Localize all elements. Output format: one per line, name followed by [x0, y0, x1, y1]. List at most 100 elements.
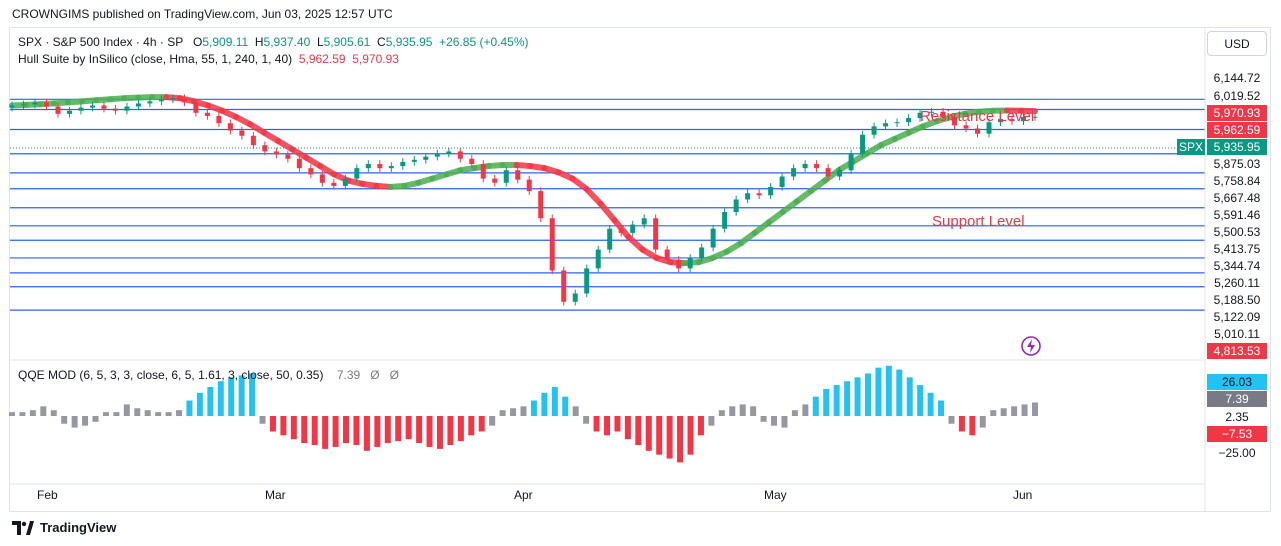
- legend-o-value: 5,909.11: [202, 35, 249, 49]
- qqe-bar: [426, 416, 433, 447]
- price-label: 5,413.75: [1207, 241, 1267, 257]
- candle-body: [515, 170, 521, 180]
- main-legend[interactable]: SPX · S&P 500 Index · 4h · SP O5,909.11 …: [18, 35, 529, 49]
- candle-body: [860, 134, 866, 154]
- qqe-bar: [666, 416, 673, 459]
- price-label: 5,188.50: [1207, 292, 1267, 308]
- qqe-bar: [718, 410, 725, 416]
- month-tick-apr: Apr: [514, 488, 533, 502]
- candle-body: [239, 130, 245, 136]
- candle-body: [296, 158, 302, 169]
- price-label: 5,010.11: [1207, 326, 1267, 342]
- price-label: 5,591.46: [1207, 207, 1267, 223]
- candle-body: [894, 122, 900, 124]
- qqe-bar: [123, 404, 130, 416]
- candle-body: [549, 218, 555, 271]
- qqe-bar: [196, 392, 203, 416]
- qqe-bar: [301, 416, 308, 444]
- qqe-bar: [864, 373, 871, 416]
- qqe-bar: [875, 367, 882, 416]
- hull-value-1: 5,962.59: [298, 52, 346, 66]
- qqe-bar: [906, 377, 913, 416]
- qqe-bar: [750, 406, 757, 416]
- qqe-axis-label: 2.35: [1207, 409, 1267, 425]
- chart-frame: [9, 27, 1271, 512]
- candle-body: [43, 102, 49, 107]
- candle-body: [147, 101, 153, 104]
- candle-body: [975, 128, 981, 134]
- qqe-bar: [40, 406, 47, 416]
- candle-body: [262, 145, 268, 152]
- candle-body: [365, 163, 371, 169]
- qqe-bar: [249, 373, 256, 416]
- qqe-axis-label: 7.39: [1207, 391, 1267, 407]
- qqe-axis-label: 26.03: [1207, 374, 1267, 390]
- candle-body: [883, 123, 889, 127]
- qqe-bar: [729, 406, 736, 416]
- resistance-annotation: Resistance Level: [920, 108, 1035, 125]
- candle-body: [446, 151, 452, 154]
- price-label: 5,875.03: [1207, 156, 1267, 172]
- qqe-bar: [228, 377, 235, 416]
- qqe-bar: [353, 416, 360, 445]
- qqe-bar: [489, 416, 496, 426]
- candle-body: [814, 163, 820, 169]
- qqe-bar: [102, 412, 109, 416]
- legend-h-value: 5,937.40: [263, 35, 311, 49]
- qqe-bar: [290, 416, 297, 440]
- price-label: 5,500.53: [1207, 224, 1267, 240]
- candle-body: [929, 111, 935, 113]
- month-tick-jun: Jun: [1013, 488, 1033, 502]
- candle-body: [158, 99, 164, 102]
- qqe-bar: [29, 410, 36, 416]
- candle-body: [664, 249, 670, 261]
- currency-selector[interactable]: USD: [1207, 31, 1267, 56]
- candle-body: [1032, 116, 1038, 118]
- qqe-bar: [395, 416, 402, 442]
- price-label: 5,970.93: [1207, 105, 1267, 121]
- hull-legend[interactable]: Hull Suite by InSilico (close, Hma, 55, …: [18, 52, 399, 66]
- qqe-bar: [896, 369, 903, 416]
- qqe-bar: [311, 416, 318, 445]
- month-tick-feb: Feb: [37, 488, 58, 502]
- price-label: 5,122.09: [1207, 309, 1267, 325]
- price-label: 4,813.53: [1207, 343, 1267, 359]
- qqe-bar: [979, 416, 986, 428]
- price-label: 5,962.59: [1207, 122, 1267, 138]
- qqe-bar: [280, 416, 287, 436]
- candle-body: [791, 168, 797, 177]
- candle-body: [699, 247, 705, 258]
- legend-o-label: O: [193, 35, 203, 49]
- candle-body: [952, 116, 958, 126]
- candle-body: [9, 105, 15, 108]
- qqe-bar: [791, 410, 798, 416]
- candle-body: [342, 178, 348, 186]
- qqe-na-icon-2: Ø: [389, 368, 399, 382]
- candle-body: [457, 151, 463, 159]
- qqe-legend[interactable]: QQE MOD (6, 5, 3, 3, close, 6, 5, 1.61, …: [18, 368, 399, 382]
- candle-body: [227, 123, 233, 131]
- footer-brand[interactable]: TradingView: [12, 520, 116, 535]
- candle-body: [572, 293, 578, 302]
- candle-body: [354, 168, 360, 179]
- candle-body: [825, 168, 831, 177]
- hull-suite-band: [9, 94, 1038, 267]
- qqe-bar: [19, 412, 26, 416]
- published-caption: CROWNGIMS published on TradingView.com, …: [12, 7, 393, 21]
- candle-body: [492, 178, 498, 183]
- qqe-label: QQE MOD (6, 5, 3, 3, close, 6, 5, 1.61, …: [18, 368, 324, 382]
- candle-body: [756, 193, 762, 196]
- qqe-bar: [823, 388, 830, 416]
- flash-alert-icon[interactable]: [1020, 335, 1042, 357]
- support-annotation: Support Level: [932, 213, 1025, 230]
- qqe-histogram: [9, 365, 1038, 463]
- qqe-bar: [645, 416, 652, 451]
- candle-body: [1009, 119, 1015, 122]
- legend-l-label: L: [316, 35, 324, 49]
- qqe-bar: [217, 381, 224, 416]
- qqe-bar: [927, 392, 934, 416]
- candle-body: [595, 249, 601, 269]
- candle-body: [733, 199, 739, 212]
- qqe-bar: [614, 416, 621, 432]
